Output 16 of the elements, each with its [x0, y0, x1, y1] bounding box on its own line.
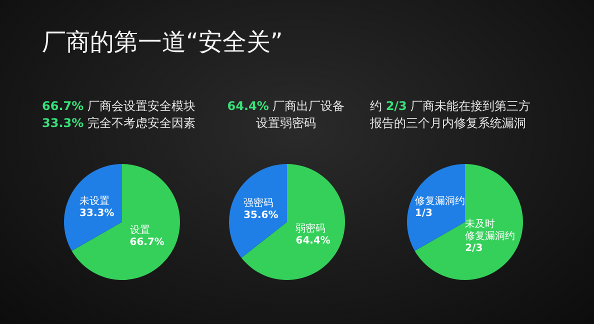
slice-label: 修复漏洞约: [414, 195, 465, 208]
chart-subtitle: 64.4% 厂商出厂设备设置弱密码: [226, 98, 346, 132]
slice-label: 强密码: [244, 196, 274, 209]
data-label: 66.7%: [130, 237, 164, 248]
data-label: 2/3: [465, 243, 483, 254]
chart-subtitle: 约 2/3 厂商未能在接到第三方报告的三个月内修复系统漏洞: [370, 98, 532, 132]
slice-label: 设置: [130, 224, 150, 236]
data-label: 1/3: [414, 208, 433, 220]
data-label: 33.3%: [80, 208, 114, 220]
data-label: 35.6%: [244, 210, 278, 221]
slice-label: 未设置: [80, 195, 110, 208]
chart-subtitle: 66.7% 厂商会设置安全模块 33.3% 完全不考虑安全因素: [42, 99, 196, 130]
chart-title: 厂商的第一道“安全关”: [42, 27, 283, 58]
slice-label: 未及时修复漏洞约: [465, 218, 516, 242]
data-label: 64.4%: [296, 235, 330, 246]
slice-label: 弱密码: [296, 222, 326, 234]
